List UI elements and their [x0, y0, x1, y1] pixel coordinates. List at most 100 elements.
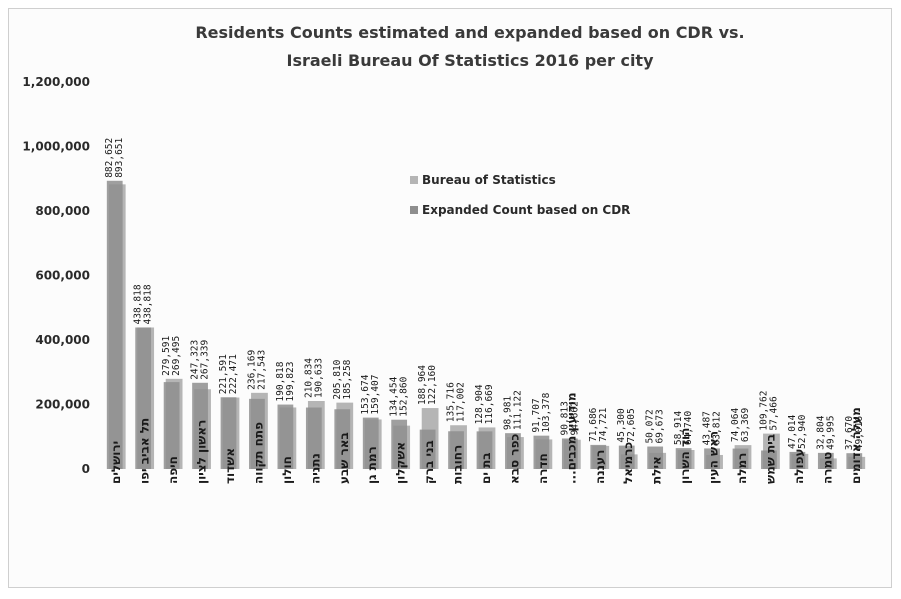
bar-expanded-count: [249, 398, 265, 469]
category-label: רחובות: [451, 445, 465, 484]
data-label-expanded: 185,258: [342, 359, 353, 399]
data-label-bureau: 210,834: [303, 358, 314, 398]
bar-expanded-count: [533, 435, 550, 469]
category-label: ראשון לציון: [195, 420, 209, 484]
bar-expanded-count: [476, 431, 493, 469]
category-label: נתניה: [308, 453, 322, 484]
y-tick-label: 400,000: [35, 333, 90, 347]
bar-expanded-count: [448, 431, 464, 469]
bar-expanded-count: [846, 453, 863, 469]
data-label-bureau: 128,904: [474, 384, 485, 424]
data-label-bureau: 98,981: [502, 396, 513, 431]
data-label-expanded: 49,016: [854, 416, 865, 451]
data-label-bureau: 37,670: [844, 416, 855, 451]
data-label-bureau: 74,064: [730, 408, 741, 443]
x-axis-category-labels: ירושלים תל אביב יפו חיפה ראשון לציון אשדוד פת…: [109, 392, 863, 484]
data-label-expanded: 69,673: [655, 409, 666, 443]
bar-expanded-count: [305, 407, 322, 469]
bar-expanded-count: [675, 448, 692, 469]
category-label: מודיעין מכבים...: [564, 392, 578, 484]
bar-expanded-count: [704, 448, 720, 469]
data-label-bureau: 205,810: [332, 359, 343, 399]
bar-expanded-count: [220, 397, 237, 469]
category-label: אשקלון: [394, 442, 408, 484]
data-label-expanded: 122,160: [427, 365, 438, 405]
category-label: רעננה: [593, 450, 607, 484]
category-label: בני ברק: [422, 440, 436, 484]
category-label: הוד השרון: [678, 428, 692, 484]
category-label: רמת גן: [365, 446, 379, 484]
data-label-expanded: 159,407: [370, 375, 381, 415]
data-label-bureau: 90,813: [559, 401, 570, 435]
category-label: באר שבע: [337, 432, 351, 484]
data-label-expanded: 152,860: [399, 376, 410, 416]
data-label-expanded: 49,995: [825, 416, 836, 450]
data-label-bureau: 279,591: [161, 336, 172, 376]
category-label: טמרה: [820, 452, 834, 484]
y-tick-label: 600,000: [35, 269, 90, 283]
bar-expanded-count: [761, 450, 777, 469]
bar-expanded-count: [590, 444, 607, 469]
category-label: חולון: [280, 456, 294, 484]
category-label: מעלה אדומים: [849, 407, 863, 484]
data-label-expanded: 116,669: [484, 384, 495, 424]
data-label-expanded: 64,740: [683, 411, 694, 446]
y-tick-label: 1,000,000: [22, 140, 90, 154]
bar-expanded-count: [362, 417, 379, 469]
category-label: חדרה: [536, 453, 550, 484]
bar-expanded-count: [647, 446, 664, 469]
data-label-bureau: 50,072: [645, 409, 656, 443]
bar-expanded-count: [192, 382, 208, 469]
data-label-bureau: 32,804: [815, 415, 826, 450]
data-label-bureau: 190,818: [275, 361, 286, 401]
data-label-expanded: 199,823: [285, 362, 296, 402]
data-label-expanded: 217,543: [256, 350, 267, 390]
data-label-bureau: 135,716: [446, 382, 457, 422]
category-label: אילת: [650, 456, 664, 484]
chart-title-line-2: Israeli Bureau Of Statistics 2016 per ci…: [286, 51, 654, 70]
category-label: כרמיאל: [621, 442, 635, 484]
y-tick-label: 0: [82, 462, 90, 476]
data-label-expanded: 267,339: [200, 339, 211, 379]
data-label-expanded: 52,940: [797, 414, 808, 449]
data-label-expanded: 117,002: [456, 382, 467, 422]
bar-expanded-count: [505, 433, 521, 469]
data-label-bureau: 71,686: [588, 407, 599, 442]
y-tick-label: 200,000: [35, 398, 90, 412]
data-label-expanded: 103,378: [541, 392, 552, 432]
legend-entry: Bureau of Statistics: [422, 173, 556, 187]
bar-expanded-count: [419, 429, 436, 469]
category-label: ראש העין: [707, 431, 721, 484]
bar-expanded-count: [789, 451, 806, 469]
bar-expanded-count: [817, 452, 834, 469]
chart-title-line-1: Residents Counts estimated and expanded …: [195, 23, 744, 42]
data-label-bureau: 91,707: [531, 398, 542, 432]
bar-expanded-count: [106, 180, 123, 469]
category-label: רמלה: [735, 453, 749, 484]
data-label-bureau: 45,300: [616, 408, 627, 443]
data-label-expanded: 94,662: [569, 401, 580, 435]
bar-expanded-count: [163, 382, 180, 469]
bars: [106, 180, 866, 469]
legend-swatch: [410, 206, 418, 214]
category-label: תל אביב יפו: [138, 418, 152, 484]
data-label-expanded: 63,812: [712, 411, 723, 445]
category-label: בת ים: [479, 452, 493, 484]
data-label-expanded: 72,605: [626, 408, 637, 442]
data-label-bureau: 47,014: [787, 414, 798, 449]
bar-expanded-count: [732, 448, 749, 469]
data-label-expanded: 74,721: [598, 407, 609, 442]
bar-expanded-count: [618, 445, 635, 469]
y-tick-label: 1,200,000: [22, 75, 90, 89]
data-label-bureau: 438,818: [133, 284, 144, 324]
bar-expanded-count: [135, 327, 152, 469]
data-label-bureau: 109,762: [758, 391, 769, 431]
chart-frame: [8, 8, 892, 588]
data-label-expanded: 222,471: [228, 354, 239, 394]
data-label-expanded: 57,466: [768, 396, 779, 431]
data-label-bureau: 221,591: [218, 354, 229, 394]
data-label-expanded: 269,495: [171, 336, 182, 376]
data-label-bureau: 188,964: [417, 365, 428, 405]
data-label-expanded: 438,818: [143, 284, 154, 324]
